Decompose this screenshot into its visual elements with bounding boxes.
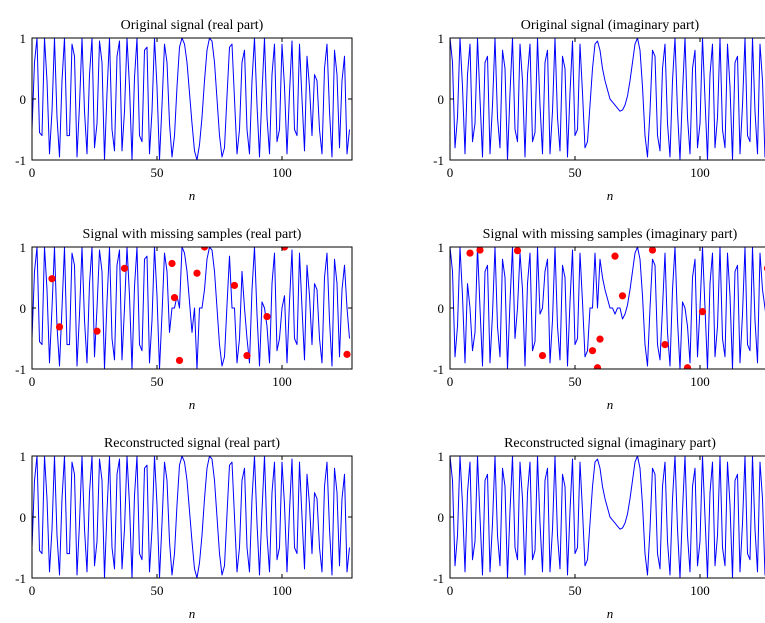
missing-sample-point [48, 275, 56, 283]
signal-line [32, 456, 350, 578]
x-axis-label: n [607, 397, 614, 412]
y-tick-label: -1 [433, 153, 444, 168]
x-tick-label: 100 [690, 374, 710, 389]
missing-sample-point [263, 312, 271, 321]
missing-sample-point [230, 281, 239, 290]
missing-sample-point [170, 294, 179, 302]
y-tick-label: 0 [20, 92, 27, 107]
subplot-4: Signal with missing samples (imaginary p… [433, 227, 765, 412]
y-tick-label: 0 [20, 301, 27, 316]
x-tick-label: 0 [29, 165, 36, 180]
x-tick-label: 100 [690, 583, 710, 598]
subplot-2: Original signal (imaginary part) 0 50 100 -1… [433, 18, 765, 203]
x-tick-label: 50 [569, 374, 582, 389]
y-tick-label: 0 [20, 510, 27, 525]
signal-line [450, 247, 765, 369]
x-tick-label: 0 [29, 374, 36, 389]
subplot-title: Original signal (imaginary part) [521, 18, 700, 33]
y-tick-label: -1 [433, 362, 444, 377]
x-tick-label: 50 [569, 165, 582, 180]
signal-line [32, 38, 350, 160]
x-tick-label: 0 [29, 583, 36, 598]
missing-sample-point [243, 351, 251, 360]
subplot-6: Reconstructed signal (imaginary part) 0 50… [433, 436, 765, 621]
missing-sample-point [120, 264, 129, 272]
missing-sample-point [513, 247, 522, 255]
missing-sample-point [538, 351, 547, 360]
x-tick-label: 0 [447, 374, 454, 389]
subplot-title: Reconstructed signal (real part) [104, 436, 280, 451]
missing-sample-point [193, 269, 201, 277]
y-tick-label: -1 [15, 571, 26, 586]
signal-line [450, 456, 765, 578]
missing-sample-point [476, 247, 484, 254]
x-tick-label: 50 [151, 583, 164, 598]
missing-sample-point [175, 356, 184, 365]
y-tick-label: 1 [20, 240, 27, 255]
x-tick-label: 0 [447, 165, 454, 180]
missing-sample-point [683, 364, 692, 369]
x-axis-label: n [189, 397, 196, 412]
missing-sample-point [661, 341, 669, 349]
x-tick-label: 50 [151, 374, 164, 389]
x-axis-label: n [189, 188, 196, 203]
y-tick-label: 1 [438, 31, 445, 46]
missing-sample-point [596, 335, 604, 343]
missing-sample-point [55, 323, 64, 331]
x-tick-label: 100 [272, 374, 292, 389]
subplot-title: Original signal (real part) [121, 18, 264, 33]
signal-line [450, 38, 765, 160]
x-axis-label: n [189, 606, 196, 621]
subplot-title: Signal with missing samples (imaginary p… [483, 227, 738, 242]
y-tick-label: 1 [438, 449, 445, 464]
y-tick-label: 1 [438, 240, 445, 255]
subplot-title: Reconstructed signal (imaginary part) [504, 436, 716, 451]
x-axis-label: n [607, 606, 614, 621]
subplot-5: Reconstructed signal (real part) 0 50 100 -1… [15, 436, 353, 621]
missing-sample-point [168, 259, 176, 268]
missing-sample-point [280, 247, 289, 251]
x-tick-label: 100 [690, 165, 710, 180]
x-tick-label: 100 [272, 165, 292, 180]
subplot-title: Signal with missing samples (real part) [83, 227, 302, 242]
x-axis-label: n [607, 188, 614, 203]
missing-sample-point [588, 347, 597, 355]
y-tick-label: -1 [433, 571, 444, 586]
x-tick-label: 100 [272, 583, 292, 598]
x-tick-label: 50 [569, 583, 582, 598]
y-tick-label: -1 [15, 153, 26, 168]
missing-sample-point [611, 252, 619, 260]
subplot-3: Signal with missing samples (real part) 0… [15, 227, 353, 412]
x-tick-label: 50 [151, 165, 164, 180]
y-tick-label: 1 [20, 449, 27, 464]
missing-sample-point [698, 308, 707, 316]
missing-sample-point [648, 247, 657, 254]
missing-sample-point [343, 350, 351, 358]
signal-line [32, 247, 350, 369]
missing-sample-point [593, 364, 602, 369]
y-tick-label: 1 [20, 31, 27, 46]
missing-sample-point [618, 292, 627, 300]
y-tick-label: -1 [15, 362, 26, 377]
y-tick-label: 0 [438, 301, 445, 316]
y-tick-label: 0 [438, 510, 445, 525]
missing-sample-point [466, 249, 474, 257]
y-tick-label: 0 [438, 92, 445, 107]
missing-sample-point [200, 247, 209, 251]
missing-sample-point [93, 327, 101, 335]
x-tick-label: 0 [447, 583, 454, 598]
